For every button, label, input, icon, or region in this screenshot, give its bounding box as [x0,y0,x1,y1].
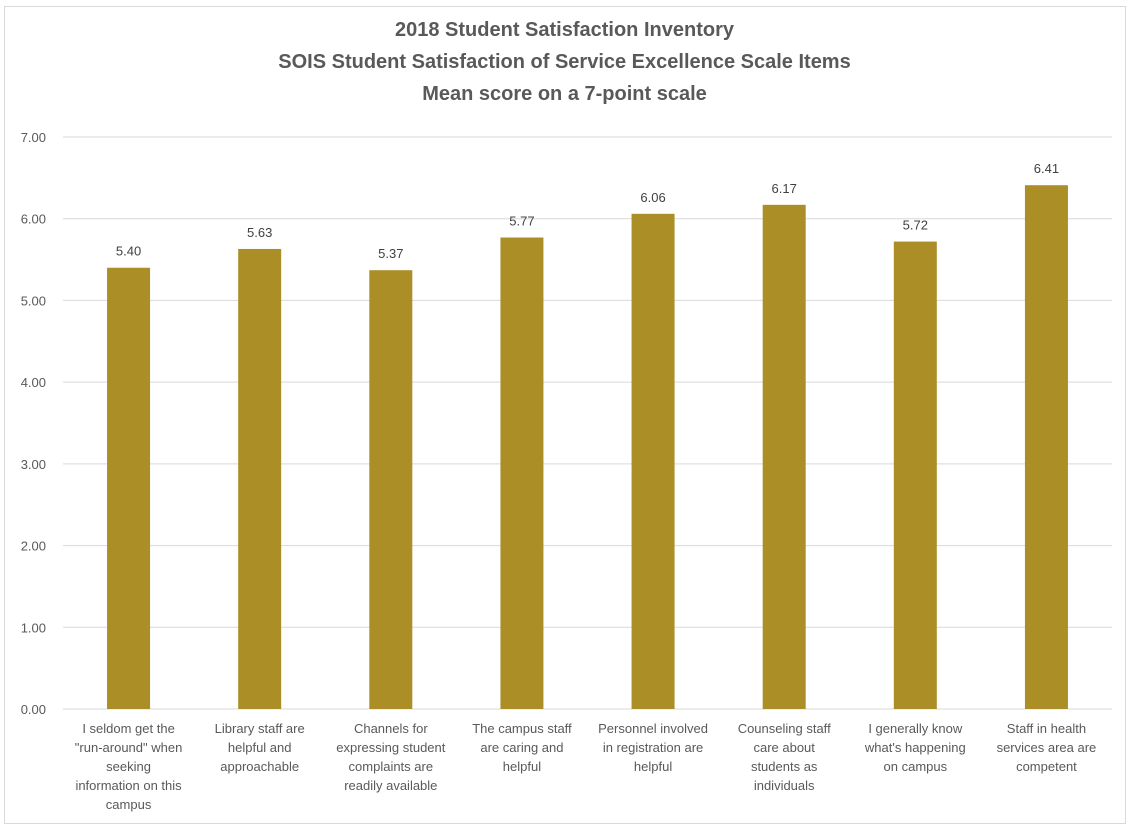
x-category-label: I seldom get the "run-around" when seeking… [75,721,183,812]
x-category-label-line: complaints are [349,759,434,774]
x-category-label-line: in registration are [603,740,703,755]
data-label: 5.72 [903,218,928,233]
data-labels: 5.40 5.63 5.37 5.77 6.06 6.17 5.72 6.41 [116,161,1059,261]
x-category-label: Counseling staff care about students as ind… [738,721,831,793]
bar [107,267,151,709]
y-tick-label: 5.00 [21,293,46,308]
y-tick-label: 6.00 [21,212,46,227]
bars [107,185,1068,709]
x-category-label-line: Staff in health [1007,721,1086,736]
x-category-label-line: Channels for [354,721,428,736]
x-category-label-line: Counseling staff [738,721,831,736]
x-category-label-line: readily available [344,778,437,793]
chart-title: 2018 Student Satisfaction Inventory [395,19,734,41]
x-category-label-line: are caring and [480,740,563,755]
bar [1024,185,1068,709]
x-category-label: Personnel involved in registration are hel… [598,721,708,774]
x-category-label-line: approachable [220,759,299,774]
y-tick-label: 0.00 [21,702,46,717]
data-label: 5.37 [378,246,403,261]
x-category-label-line: on campus [884,759,948,774]
bar [893,241,937,709]
data-label: 5.77 [509,214,534,229]
x-category-label-line: seeking [106,759,151,774]
x-category-label: Staff in health services area are competen… [997,721,1097,774]
bar [500,237,544,709]
x-category-label-line: helpful [503,759,541,774]
x-category-label-line: expressing student [336,740,446,755]
x-category-label-line: Library staff are [215,721,305,736]
chart-subtitle: SOIS Student Satisfaction of Service Exc… [278,51,851,73]
x-category-label-line: I generally know [868,721,963,736]
x-category-label: Channels for expressing student complaints… [336,721,446,793]
x-category-label: Library staff are helpful and approachable [215,721,305,774]
x-category-label-line: Personnel involved [598,721,708,736]
x-category-label-line: helpful [634,759,672,774]
x-category-label-line: individuals [754,778,815,793]
chart-subtitle-2: Mean score on a 7-point scale [422,83,707,105]
x-category-label-line: helpful and [228,740,292,755]
x-category-label-line: services area are [997,740,1097,755]
bar [762,204,806,709]
data-label: 6.06 [640,190,665,205]
y-tick-label: 4.00 [21,375,46,390]
y-tick-label: 1.00 [21,620,46,635]
chart-frame [4,6,1126,824]
gridlines [63,136,1112,710]
x-category-label-line: "run-around" when [75,740,183,755]
y-axis: 0.00 1.00 2.00 3.00 4.00 5.00 6.00 7.00 [21,130,46,717]
x-category-label-line: competent [1016,759,1077,774]
data-label: 5.63 [247,225,272,240]
y-tick-label: 7.00 [21,130,46,145]
data-label: 6.17 [772,181,797,196]
bar [238,248,282,709]
x-category-label-line: care about [753,740,815,755]
data-label: 5.40 [116,244,141,259]
x-axis: I seldom get the "run-around" when seeking… [75,721,1097,812]
x-category-label: The campus staff are caring and helpful [472,721,572,774]
bar [631,213,675,709]
y-tick-label: 2.00 [21,539,46,554]
x-category-label-line: The campus staff [472,721,572,736]
data-label: 6.41 [1034,161,1059,176]
bar [369,270,413,709]
x-category-label-line: information on this [75,778,182,793]
y-tick-label: 3.00 [21,457,46,472]
chart-titles: 2018 Student Satisfaction Inventory SOIS… [0,14,1129,110]
x-category-label-line: students as [751,759,818,774]
x-category-label: I generally know what's happening on campu… [864,721,966,774]
x-category-label-line: campus [106,797,152,812]
x-category-label-line: what's happening [864,740,966,755]
x-category-label-line: I seldom get the [82,721,175,736]
